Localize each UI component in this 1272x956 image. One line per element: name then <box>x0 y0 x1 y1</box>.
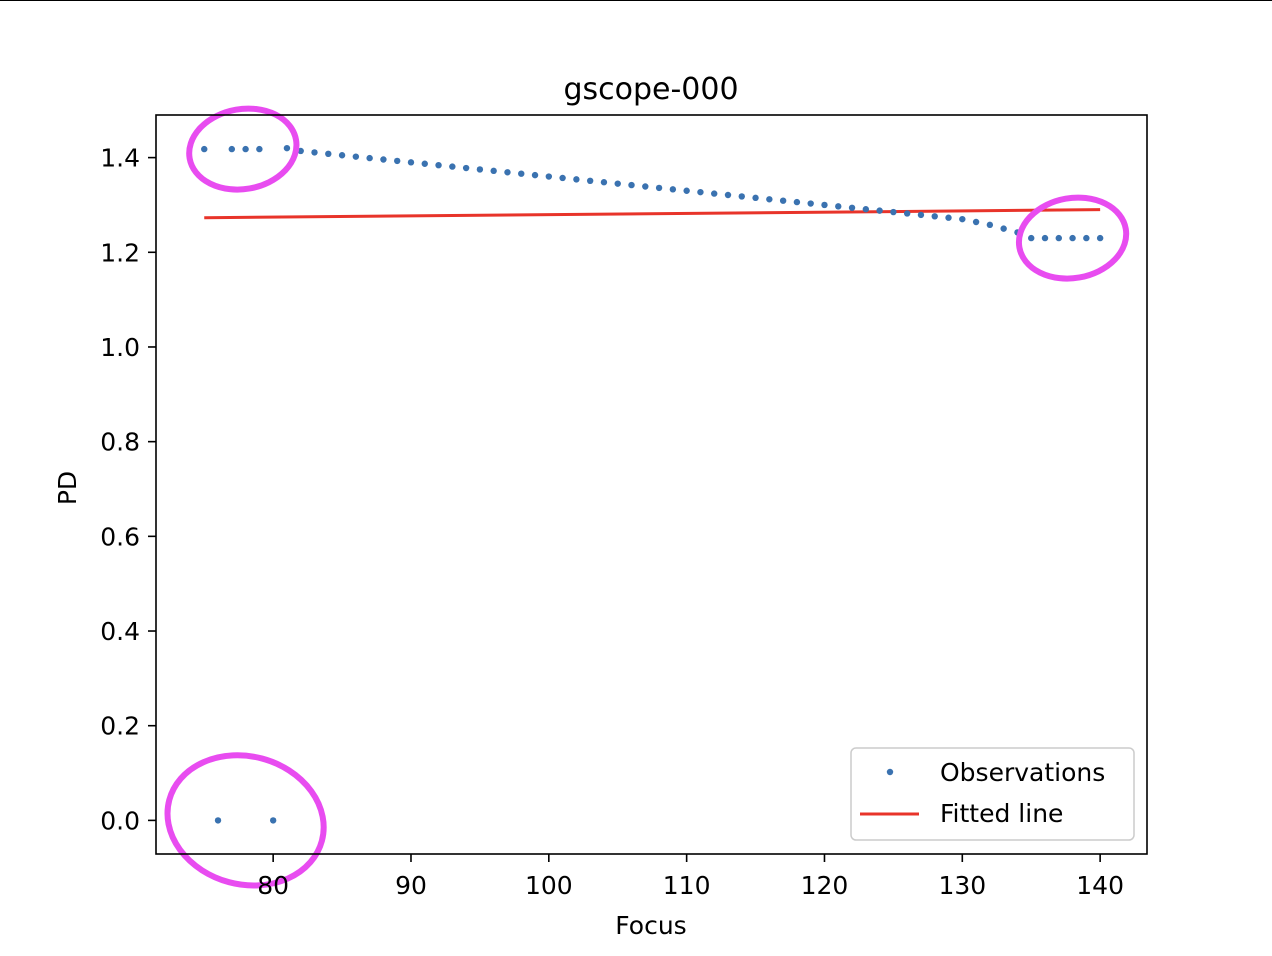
observation-point <box>283 144 291 152</box>
observation-point <box>214 817 222 824</box>
observation-point <box>518 170 525 177</box>
observation-point <box>531 171 539 179</box>
plot-frame <box>155 114 1148 855</box>
observation-point <box>1028 234 1035 242</box>
observation-point <box>228 145 236 153</box>
observation-point <box>1000 225 1007 232</box>
observation-point <box>1083 234 1090 242</box>
ticks-layer: 80 90 100 110 120 130 140 0.0 0.2 0.4 0.6 0.8 1.0 1.2… <box>100 144 1124 900</box>
highlight-ellipse <box>1015 194 1130 282</box>
observation-point <box>573 176 580 183</box>
observation-point <box>421 160 428 167</box>
observation-point <box>642 183 649 190</box>
observation-point <box>903 210 911 217</box>
y-tick-label: 0.6 <box>100 522 140 551</box>
observation-point <box>600 179 608 186</box>
observation-point <box>545 173 553 180</box>
observation-point <box>490 167 497 175</box>
chart-title: gscope-000 <box>563 72 738 107</box>
y-tick-label: 0.0 <box>100 806 140 835</box>
observation-point <box>325 150 332 158</box>
observation-point <box>242 145 249 153</box>
highlight-ellipse <box>164 752 327 889</box>
legend-observations-label: Observations <box>940 758 1105 787</box>
legend-fitted-line-label: Fitted line <box>940 799 1063 828</box>
observation-point <box>559 174 566 182</box>
observation-point <box>890 208 897 216</box>
legend: Observations Fitted line <box>850 747 1135 841</box>
observation-point <box>462 164 470 172</box>
legend-box <box>850 747 1135 841</box>
observation-point <box>862 206 870 213</box>
observation-point <box>586 177 594 184</box>
x-tick-label: 100 <box>525 871 573 900</box>
observation-point <box>311 149 318 156</box>
observation-point <box>724 191 732 199</box>
observation-point <box>269 817 277 824</box>
y-tick-label: 0.4 <box>100 617 140 646</box>
observation-point <box>697 188 704 196</box>
x-tick-label: 130 <box>938 871 986 900</box>
x-tick-label: 80 <box>257 871 289 900</box>
observation-point <box>779 197 787 204</box>
observation-point <box>711 190 718 197</box>
observation-point <box>504 169 511 176</box>
observation-point <box>835 203 842 210</box>
observation-point <box>1055 234 1062 242</box>
observation-point <box>766 196 773 203</box>
y-tick-label: 0.8 <box>100 428 140 457</box>
marks-layer <box>164 105 1130 889</box>
observation-point <box>256 145 263 153</box>
x-tick-label: 120 <box>801 871 849 900</box>
x-tick-label: 110 <box>663 871 711 900</box>
observation-point <box>1069 234 1076 242</box>
observation-point <box>959 215 966 223</box>
observation-point <box>449 163 456 170</box>
observation-point <box>917 211 925 219</box>
observation-point <box>1041 234 1049 242</box>
y-tick-label: 1.2 <box>100 238 140 267</box>
observation-point <box>945 214 952 221</box>
observation-point <box>1096 234 1104 242</box>
y-tick-label: 0.2 <box>100 712 140 741</box>
top-border <box>0 0 1272 1</box>
observation-point <box>876 207 883 214</box>
observation-point <box>669 186 677 193</box>
x-axis-label: Focus <box>615 911 686 940</box>
observation-point <box>931 213 938 220</box>
y-axis-label: PD <box>53 471 82 505</box>
y-tick-label: 1.0 <box>100 333 140 362</box>
observation-point <box>738 193 745 200</box>
observation-point <box>683 187 690 194</box>
observation-point <box>807 200 814 207</box>
highlight-ellipse <box>186 105 300 193</box>
observation-point <box>614 180 621 187</box>
observation-point <box>435 161 442 169</box>
y-tick-label: 1.4 <box>100 144 140 173</box>
observation-point <box>394 157 401 165</box>
observation-point <box>972 218 980 226</box>
legend-observations-marker <box>886 768 894 776</box>
observation-point <box>407 159 415 166</box>
observation-point <box>476 166 484 173</box>
observation-point <box>793 198 801 206</box>
observation-point <box>201 145 208 153</box>
observation-point <box>380 156 387 163</box>
observation-point <box>628 181 635 189</box>
observation-point <box>752 194 759 202</box>
observation-point <box>352 153 360 160</box>
x-tick-label: 140 <box>1076 871 1124 900</box>
fitted-line <box>204 208 1101 220</box>
observation-point <box>655 184 663 192</box>
observation-point <box>366 154 373 162</box>
observation-point <box>848 204 856 211</box>
observation-point <box>986 221 994 229</box>
observation-point <box>338 152 346 159</box>
observation-point <box>821 201 828 209</box>
x-tick-label: 90 <box>395 871 427 900</box>
